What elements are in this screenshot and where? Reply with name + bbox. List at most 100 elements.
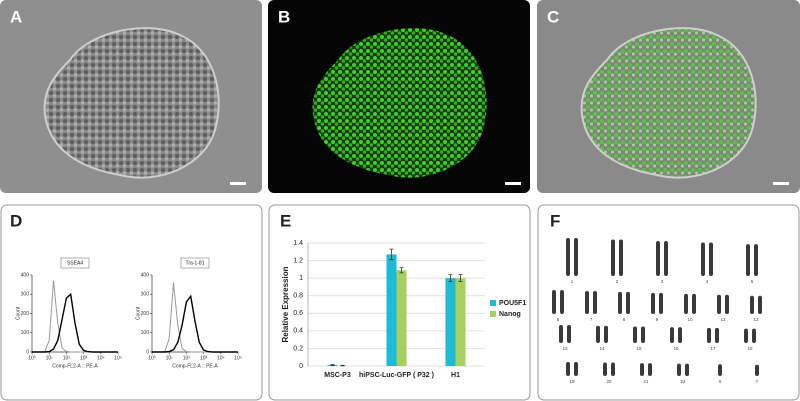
panel-label: B xyxy=(278,7,290,26)
panel-label: C xyxy=(547,7,559,26)
chromosome xyxy=(611,239,615,276)
panel-label: E xyxy=(280,211,291,230)
chromosome xyxy=(574,362,578,376)
y-tick-label: 0 xyxy=(26,349,29,355)
x-tick-label: hiPSC-Luc-GFP ( P32 ) xyxy=(359,372,434,379)
panel-label: A xyxy=(10,7,22,26)
y-axis-label: Count xyxy=(15,306,21,320)
y-tick-label: 1.2 xyxy=(293,257,303,264)
y-tick-label: 0.4 xyxy=(293,328,303,335)
chromosome xyxy=(593,290,597,314)
chromosome xyxy=(552,290,556,314)
histogram-line xyxy=(152,294,238,353)
error-bar xyxy=(340,364,345,367)
error-bar xyxy=(330,364,335,366)
chart-title: SSEA4 xyxy=(67,260,83,266)
y-tick-label: 200 xyxy=(141,311,150,317)
panel-f-frame xyxy=(537,204,800,401)
chromosome-label: 18 xyxy=(747,346,753,351)
chromosome xyxy=(707,327,711,343)
chromosome xyxy=(752,328,756,343)
y-tick-label: 100 xyxy=(21,330,30,336)
x-tick-label: 10² xyxy=(183,355,191,361)
x-tick-label: 10¹ xyxy=(46,355,54,361)
chromosome-label: 7 xyxy=(590,317,593,322)
chart-title: Tra-1-81 xyxy=(186,260,205,266)
panel-b: B xyxy=(268,0,530,193)
x-tick-label: 10² xyxy=(63,355,71,361)
chromosome xyxy=(718,364,722,376)
y-tick-label: 0.2 xyxy=(293,345,303,352)
chromosome xyxy=(559,325,563,343)
legend-label: POU5F1 xyxy=(499,300,526,307)
chromosome-label: 12 xyxy=(753,317,759,322)
chromosome xyxy=(585,290,589,314)
x-axis-label: Comp-FL2-A :: PE-A xyxy=(172,363,218,369)
scale-bar xyxy=(773,182,789,185)
x-axis-label: Comp-FL2-A :: PE-A xyxy=(52,363,98,369)
chromosome xyxy=(618,291,622,314)
y-axis-label: Count xyxy=(135,306,141,320)
y-tick-label: 100 xyxy=(141,330,150,336)
bar xyxy=(396,270,407,366)
chromosome xyxy=(640,363,644,376)
chromosome xyxy=(758,295,762,314)
y-tick-label: 200 xyxy=(21,311,30,317)
chromosome-label: 4 xyxy=(706,279,709,284)
panel-c: C xyxy=(537,0,800,193)
chromosome xyxy=(603,362,607,376)
chromosome-label: 21 xyxy=(643,379,649,384)
legend-label: Nanog xyxy=(499,311,521,318)
x-tick-label: 10⁰ xyxy=(148,355,156,361)
chromosome xyxy=(604,325,608,343)
x-tick-label: 10³ xyxy=(200,355,208,361)
bar xyxy=(445,278,456,366)
chromosome-label: 3 xyxy=(661,279,664,284)
chromosome-label: 22 xyxy=(680,379,686,384)
y-axis-label: Relative Expression xyxy=(281,266,290,342)
panel-label: F xyxy=(550,211,560,230)
chromosome-label: 1 xyxy=(571,279,574,284)
chromosome-label: Y xyxy=(755,379,758,384)
chromosome xyxy=(754,244,758,276)
chromosome xyxy=(746,244,750,276)
x-tick-label: 10³ xyxy=(80,355,88,361)
legend-swatch xyxy=(490,311,496,317)
y-tick-label: 400 xyxy=(21,272,30,278)
chromosome-label: 11 xyxy=(721,317,726,322)
chromosome-label: 13 xyxy=(562,346,568,351)
chromosome xyxy=(678,327,682,343)
x-tick-label: 10⁴ xyxy=(97,355,105,361)
chromosome-label: 20 xyxy=(606,379,612,384)
chromosome xyxy=(677,363,681,376)
chromosome xyxy=(641,326,645,343)
chromosome xyxy=(755,364,759,376)
chromosome xyxy=(709,242,713,276)
chromosome xyxy=(750,295,754,314)
y-tick-label: 0 xyxy=(299,363,303,370)
error-bar xyxy=(448,274,453,283)
x-tick-label: 10⁴ xyxy=(217,355,225,361)
chromosome-label: X xyxy=(718,379,721,384)
y-tick-label: 0 xyxy=(146,349,149,355)
panel-d-frame xyxy=(0,204,263,401)
title-box xyxy=(180,257,210,269)
chromosome xyxy=(619,239,623,276)
panel-a: A xyxy=(0,0,262,193)
chromosome-label: 19 xyxy=(569,379,575,384)
chromosome xyxy=(685,363,689,376)
x-tick-label: 10⁵ xyxy=(234,355,242,361)
chromosome xyxy=(566,362,570,376)
chromosome xyxy=(611,362,615,376)
chromosome xyxy=(626,291,630,314)
panel-label: D xyxy=(10,211,22,230)
chromosome xyxy=(651,292,655,314)
chromosome xyxy=(648,363,652,376)
x-tick-label: MSC-P3 xyxy=(324,372,351,379)
chromosome-label: 5 xyxy=(751,279,754,284)
chromosome xyxy=(684,293,688,314)
histogram-line xyxy=(32,292,118,353)
chromosome-label: 14 xyxy=(599,346,605,351)
y-tick-label: 1.4 xyxy=(293,240,303,247)
